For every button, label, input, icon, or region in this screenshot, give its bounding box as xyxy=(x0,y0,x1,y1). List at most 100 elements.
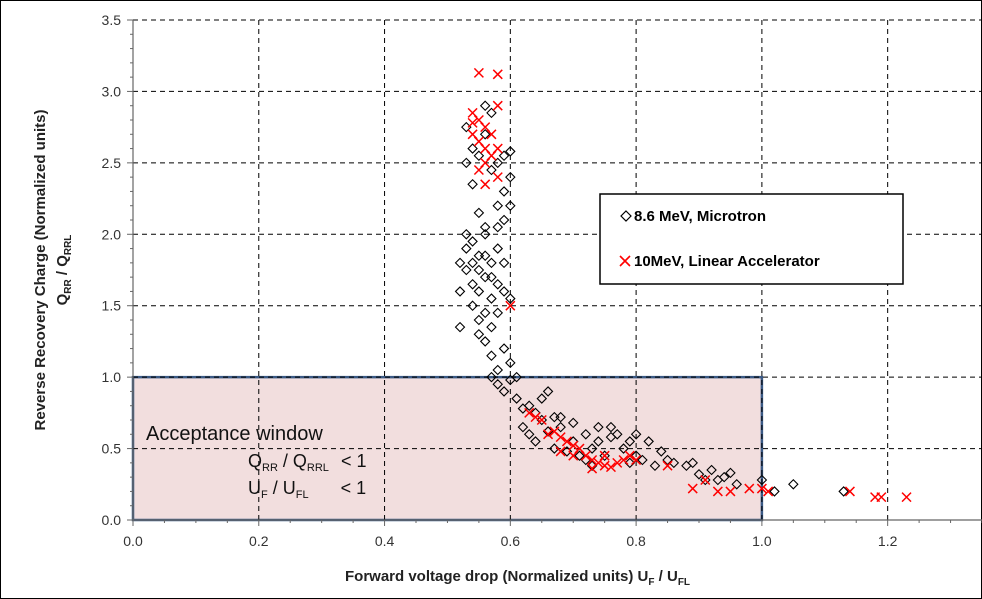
data-point-microtron xyxy=(498,257,510,269)
data-point-microtron xyxy=(769,486,780,497)
data-point-microtron xyxy=(586,443,598,454)
data-point-linear-accelerator xyxy=(492,172,503,183)
x-tick-label: 1.0 xyxy=(752,533,772,549)
data-point-microtron xyxy=(718,471,730,483)
data-point-microtron xyxy=(479,250,491,261)
data-point-microtron xyxy=(492,364,504,376)
data-point-linear-accelerator xyxy=(543,429,554,440)
data-point-microtron xyxy=(637,454,648,466)
data-point-microtron xyxy=(611,429,623,440)
data-point-linear-accelerator xyxy=(561,436,572,447)
y-tick-label: 1.5 xyxy=(102,298,122,314)
data-point-microtron xyxy=(461,264,472,276)
y-tick-label: 3.5 xyxy=(102,12,122,28)
data-point-microtron xyxy=(668,457,680,469)
legend: 8.6 MeV, Microtron 10MeV, Linear Acceler… xyxy=(599,193,904,285)
data-point-linear-accelerator xyxy=(744,483,755,494)
data-point-linear-accelerator xyxy=(480,179,491,190)
data-point-microtron xyxy=(486,257,497,269)
data-point-linear-accelerator xyxy=(492,69,503,80)
data-point-microtron xyxy=(725,467,736,479)
data-point-microtron xyxy=(467,257,478,269)
data-point-linear-accelerator xyxy=(901,492,912,503)
data-point-linear-accelerator xyxy=(756,483,767,494)
data-point-microtron xyxy=(649,460,661,471)
x-tick-labels: 0.0 0.2 0.4 0.6 0.8 1.0 1.2 xyxy=(123,533,897,549)
data-point-microtron xyxy=(479,221,491,233)
data-point-microtron xyxy=(473,150,485,161)
data-point-linear-accelerator xyxy=(467,129,478,140)
data-point-microtron xyxy=(461,229,472,240)
x-tick-label: 0.0 xyxy=(123,533,143,549)
data-point-microtron xyxy=(788,479,799,490)
data-point-microtron xyxy=(505,171,516,183)
data-point-microtron xyxy=(593,421,604,433)
data-point-microtron xyxy=(467,143,478,154)
legend-label-linear-accelerator: 10MeV, Linear Accelerator xyxy=(634,253,820,270)
data-point-microtron xyxy=(473,314,485,326)
y-tick-label: 1.0 xyxy=(102,369,122,385)
data-point-microtron xyxy=(492,279,504,290)
data-point-linear-accelerator xyxy=(599,450,610,461)
data-point-microtron xyxy=(492,243,504,254)
x-tick-label: 0.2 xyxy=(249,533,269,549)
data-point-microtron xyxy=(498,386,510,397)
data-point-microtron xyxy=(542,426,554,437)
data-point-microtron xyxy=(700,474,711,486)
data-point-microtron xyxy=(467,236,478,247)
data-point-linear-accelerator xyxy=(467,117,478,128)
acceptance-condition-charge: QRR / QRRL < 1 xyxy=(248,451,366,474)
data-point-microtron xyxy=(643,436,654,447)
data-point-microtron xyxy=(467,179,478,190)
data-point-linear-accelerator xyxy=(725,486,736,497)
legend-x-marker xyxy=(619,255,631,267)
data-point-microtron xyxy=(605,421,617,433)
data-point-linear-accelerator xyxy=(631,454,642,466)
data-point-microtron xyxy=(492,307,504,319)
data-point-linear-accelerator xyxy=(473,67,484,78)
data-point-linear-accelerator xyxy=(876,492,887,503)
acceptance-window-title: Acceptance window xyxy=(146,423,323,445)
data-point-microtron xyxy=(687,457,698,469)
data-point-microtron xyxy=(505,293,516,304)
data-point-microtron xyxy=(505,200,516,211)
data-point-microtron xyxy=(473,207,485,219)
data-point-microtron xyxy=(486,164,497,176)
data-point-microtron xyxy=(756,474,768,486)
data-point-microtron xyxy=(486,107,497,119)
y-tick-label: 3.0 xyxy=(102,83,122,99)
data-point-microtron xyxy=(461,243,472,254)
data-point-microtron xyxy=(454,257,466,269)
data-point-linear-accelerator xyxy=(712,486,723,497)
data-point-linear-accelerator xyxy=(568,450,579,461)
axes xyxy=(127,19,982,526)
data-point-microtron xyxy=(706,464,717,476)
data-point-microtron xyxy=(479,336,491,347)
x-tick-label: 0.8 xyxy=(626,533,646,549)
data-point-linear-accelerator xyxy=(700,474,711,486)
data-point-microtron xyxy=(461,157,472,169)
data-point-linear-accelerator xyxy=(486,129,497,140)
data-point-microtron xyxy=(498,214,510,226)
q-rrl-sub: RRL xyxy=(307,462,329,474)
data-point-microtron xyxy=(555,421,566,433)
data-point-microtron xyxy=(693,469,705,480)
data-point-microtron xyxy=(498,286,510,297)
x-tick-label: 0.4 xyxy=(375,533,395,549)
data-point-microtron xyxy=(492,379,504,390)
data-point-microtron xyxy=(473,329,485,340)
data-point-microtron xyxy=(486,271,497,283)
y-tick-label: 2.5 xyxy=(102,155,122,171)
y-tick-labels: 0.0 0.5 1.0 1.5 2.0 2.5 3.0 3.5 xyxy=(102,12,122,528)
data-point-microtron xyxy=(586,460,598,471)
legend-label-microtron: 8.6 MeV, Microtron xyxy=(634,208,766,225)
u-f-sub: F xyxy=(261,489,268,501)
y-tick-label: 0.5 xyxy=(102,441,122,457)
data-point-microtron xyxy=(454,286,466,297)
data-point-microtron xyxy=(549,443,560,454)
data-point-linear-accelerator xyxy=(536,414,547,426)
data-point-microtron xyxy=(580,429,592,440)
data-point-microtron xyxy=(655,446,667,457)
data-point-microtron xyxy=(498,186,510,197)
